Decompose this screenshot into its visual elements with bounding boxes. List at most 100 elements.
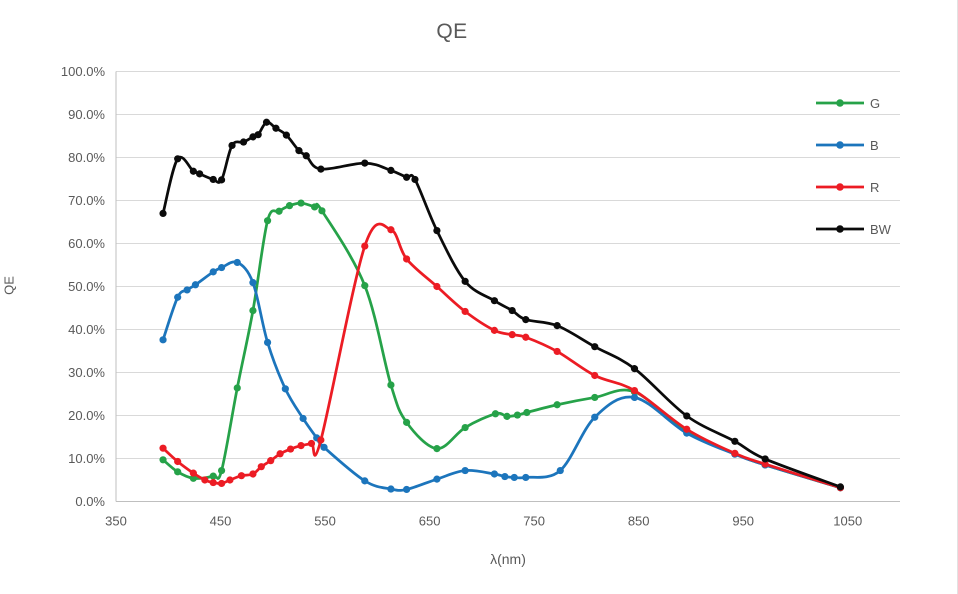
data-point-G (513, 411, 522, 419)
data-point-BW (761, 455, 769, 463)
y-tick-label: 40.0% (68, 322, 105, 337)
data-point-BW (361, 159, 369, 167)
data-point-B (217, 263, 226, 272)
data-point-BW (282, 131, 290, 139)
legend-item-BW: BW (814, 221, 891, 237)
data-point-BW (196, 170, 204, 178)
data-point-R (267, 457, 275, 465)
y-tick-label: 10.0% (68, 451, 105, 466)
data-point-BW (159, 209, 167, 217)
legend-item-G: G (814, 95, 891, 111)
data-point-B (490, 470, 499, 478)
y-tick-label: 30.0% (68, 365, 105, 380)
data-point-BW (387, 166, 395, 174)
y-tick-label: 60.0% (68, 236, 105, 251)
data-point-B (281, 385, 289, 393)
data-point-R (237, 472, 246, 480)
data-point-G (503, 412, 511, 420)
data-point-BW (433, 227, 441, 235)
data-point-R (361, 242, 369, 250)
data-point-R (387, 226, 395, 234)
y-axis-title: QE (1, 276, 17, 295)
y-tick-label: 50.0% (68, 279, 105, 294)
data-point-B (361, 477, 369, 485)
data-point-BW (262, 118, 271, 126)
data-point-G (591, 393, 599, 402)
y-tick-label: 70.0% (68, 193, 105, 208)
y-tick-label: 80.0% (68, 150, 105, 165)
data-point-G (433, 445, 441, 453)
data-point-B (501, 472, 509, 481)
data-point-BW (317, 165, 325, 173)
x-tick-label: 450 (210, 514, 232, 529)
data-point-G (233, 384, 241, 392)
data-point-R (317, 436, 325, 444)
data-point-R (433, 282, 441, 291)
data-point-G (297, 199, 305, 207)
data-point-G (249, 306, 257, 315)
legend-item-label: B (870, 137, 879, 153)
data-point-B (630, 393, 639, 402)
data-point-G (285, 202, 294, 210)
data-point-G (361, 282, 369, 290)
data-point-B (403, 485, 411, 494)
data-point-R (553, 347, 561, 356)
y-tick-label: 20.0% (68, 408, 105, 423)
data-point-B (433, 475, 441, 483)
data-point-R (226, 476, 234, 484)
data-point-R (286, 445, 295, 453)
data-point-R (461, 307, 469, 316)
data-point-BW (239, 138, 248, 146)
data-point-BW (209, 175, 217, 184)
data-point-BW (403, 173, 411, 181)
data-point-G (159, 456, 167, 464)
legend-item-label: R (870, 179, 880, 195)
data-point-B (183, 286, 191, 294)
data-point-R (159, 444, 167, 452)
data-point-G (403, 418, 411, 426)
data-point-R (276, 450, 284, 458)
data-point-R (591, 371, 599, 380)
data-point-B (510, 473, 518, 482)
data-point-BW (228, 141, 236, 150)
data-point-R (217, 479, 226, 488)
y-tick-label: 100.0% (61, 64, 106, 79)
data-point-R (174, 457, 182, 466)
data-point-R (522, 333, 530, 341)
legend-swatch-icon (816, 141, 864, 149)
data-point-G (174, 468, 182, 476)
data-point-G (263, 217, 272, 225)
data-point-BW (272, 124, 280, 132)
data-point-G (461, 423, 469, 432)
x-tick-label: 850 (628, 514, 650, 529)
data-point-BW (522, 316, 530, 324)
data-point-B (233, 258, 241, 267)
data-point-B (299, 414, 307, 423)
data-point-G (311, 203, 319, 211)
data-point-R (201, 476, 209, 484)
data-point-R (403, 255, 411, 263)
data-point-R (731, 449, 739, 457)
legend-swatch-icon (816, 225, 864, 233)
data-point-BW (508, 306, 516, 315)
x-tick-label: 1050 (833, 514, 862, 529)
data-point-B (191, 281, 200, 289)
data-point-BW (295, 147, 303, 155)
data-point-BW (189, 167, 197, 175)
data-point-B (320, 443, 328, 451)
data-point-G (318, 207, 326, 215)
x-tick-label: 350 (105, 514, 127, 529)
data-point-R (249, 470, 257, 478)
legend-item-R: R (814, 179, 891, 195)
y-tick-label: 0.0% (75, 494, 105, 509)
data-point-B (159, 336, 167, 344)
x-tick-label: 650 (419, 514, 441, 529)
data-point-G (387, 381, 395, 389)
data-point-G (189, 474, 197, 482)
x-tick-label: 750 (523, 514, 545, 529)
data-point-R (508, 331, 516, 339)
data-point-BW (591, 343, 599, 351)
data-point-BW (836, 483, 845, 491)
